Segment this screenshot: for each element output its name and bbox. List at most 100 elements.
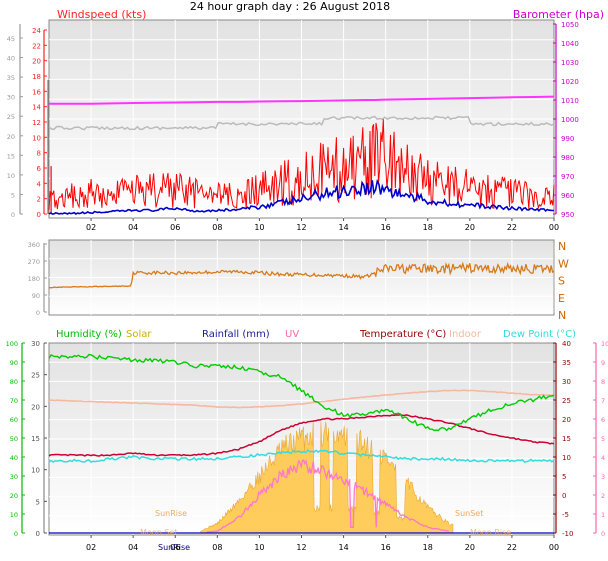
barometer-series xyxy=(49,95,555,105)
x-tick-label: 12 xyxy=(296,223,306,232)
wind-series xyxy=(48,95,555,215)
uv-tick-label: 4 xyxy=(601,454,605,462)
windspeed-tick-label: 12 xyxy=(32,119,41,127)
wind-direction-series xyxy=(48,261,555,289)
barometer-tick-label: 1030 xyxy=(561,59,579,67)
x-tick-label: 04 xyxy=(128,223,138,232)
solar-tick-label: 15 xyxy=(31,435,40,443)
x-tick-label: 08 xyxy=(212,543,222,552)
windspeed-tick-label: 14 xyxy=(32,104,41,112)
temperature-tick-label: -5 xyxy=(562,511,569,519)
wind-average-series xyxy=(48,178,555,215)
wind-gust-series xyxy=(48,119,555,211)
compass-label: W xyxy=(558,257,569,270)
x-tick-label: 20 xyxy=(465,223,475,232)
uv-series xyxy=(206,459,449,533)
x-tick-label: 16 xyxy=(381,223,391,232)
outer-left-tick-label: 25 xyxy=(7,113,15,121)
outer-left-tick-label: 5 xyxy=(11,191,15,199)
temperature-tick-label: 40 xyxy=(562,340,571,348)
temperature-tick-label: 25 xyxy=(562,397,571,405)
chart-title: 24 hour graph day : 26 August 2018 xyxy=(190,0,390,13)
moonset-label: Moon Set xyxy=(140,528,177,537)
temperature-tick-label: 35 xyxy=(562,359,571,367)
temperature-series xyxy=(48,413,555,457)
x-tick-label: 14 xyxy=(338,543,348,552)
humidity-tick-label: 60 xyxy=(10,416,18,424)
x-tick-label: 18 xyxy=(423,223,433,232)
temperature-tick-label: -10 xyxy=(562,530,573,538)
uv-tick-label: 8 xyxy=(601,378,605,386)
windspeed-tick-label: 2 xyxy=(37,196,41,204)
x-tick-label: 02 xyxy=(86,223,96,232)
temperature-tick-label: 15 xyxy=(562,435,571,443)
legend-item: Indoor xyxy=(449,329,482,340)
indoor-temperature-series xyxy=(48,389,554,409)
humidity-tick-label: 20 xyxy=(10,492,18,500)
solar-tick-label: 5 xyxy=(36,498,40,506)
legend-item: Solar xyxy=(126,329,152,340)
moonrise-label: Moon Rise xyxy=(470,528,511,537)
barometer-tick-label: 950 xyxy=(561,211,574,219)
windspeed-tick-label: 18 xyxy=(32,73,41,81)
outer-left-tick-label: 35 xyxy=(7,74,15,82)
barometer-axis-title: Barometer (hpa) xyxy=(513,8,604,21)
sun-moon-annotations: SunRise SunSet Moon Set Moon Rise SunRise xyxy=(140,509,511,552)
uv-tick-label: 2 xyxy=(601,492,605,500)
x-tick-label: 22 xyxy=(507,543,517,552)
x-tick-label: 10 xyxy=(254,223,264,232)
outer-left-tick-label: 10 xyxy=(7,172,15,180)
background-gray-trace xyxy=(48,115,555,131)
legend-item: Dew Point (°C) xyxy=(503,329,576,340)
temperature-tick-label: 0 xyxy=(562,492,566,500)
x-tick-label: 12 xyxy=(296,543,306,552)
temperature-legend: Humidity (%) Solar Rainfall (mm) UV Temperat… xyxy=(56,329,576,340)
uv-tick-label: 0 xyxy=(601,530,605,538)
x-tick-label: 18 xyxy=(423,543,433,552)
x-tick-label: 14 xyxy=(338,223,348,232)
x-tick-label: 16 xyxy=(381,543,391,552)
humidity-tick-label: 90 xyxy=(10,359,18,367)
windspeed-tick-label: 16 xyxy=(32,88,41,96)
uv-tick-label: 9 xyxy=(601,359,605,367)
humidity-tick-label: 80 xyxy=(10,378,18,386)
uv-tick-label: 3 xyxy=(601,473,605,481)
windspeed-tick-label: 24 xyxy=(32,27,41,35)
x-tick-label: 00 xyxy=(549,543,559,552)
direction-tick-label: 90 xyxy=(32,292,40,300)
windspeed-axis-title: Windspeed (kts) xyxy=(57,8,146,21)
compass-label: N xyxy=(558,309,566,322)
windspeed-tick-label: 8 xyxy=(37,150,41,158)
outer-left-tick-label: 0 xyxy=(11,211,15,219)
outer-left-tick-label: 20 xyxy=(7,133,15,141)
uv-tick-label: 6 xyxy=(601,416,605,424)
uv-tick-label: 10 xyxy=(601,340,608,348)
sunrise-label: SunRise xyxy=(155,509,187,518)
barometer-tick-label: 960 xyxy=(561,192,574,200)
barometer-tick-label: 1010 xyxy=(561,97,579,105)
temperature-axes: 0102030405060708090100051015202530-10-50… xyxy=(6,340,608,538)
x-tick-label: 22 xyxy=(507,223,517,232)
x-tick-label: 20 xyxy=(465,543,475,552)
x-tick-label: 06 xyxy=(170,223,180,232)
humidity-tick-label: 50 xyxy=(10,435,18,443)
uv-tick-label: 1 xyxy=(601,511,605,519)
temperature-tick-label: 10 xyxy=(562,454,571,462)
windspeed-tick-label: 6 xyxy=(37,165,42,173)
x-tick-label: 04 xyxy=(128,543,138,552)
dew-point-series xyxy=(48,448,555,463)
outer-left-tick-label: 40 xyxy=(7,55,15,63)
windspeed-tick-label: 20 xyxy=(32,58,41,66)
sunset-label: SunSet xyxy=(455,509,483,518)
solar-tick-label: 20 xyxy=(31,403,40,411)
temperature-tick-label: 5 xyxy=(562,473,566,481)
legend-item: Rainfall (mm) xyxy=(202,329,270,340)
solar-tick-label: 10 xyxy=(31,467,40,475)
humidity-tick-label: 30 xyxy=(10,473,18,481)
x-tick-label: 06 xyxy=(170,543,180,552)
legend-item: Humidity (%) xyxy=(56,329,122,340)
outer-left-tick-label: 30 xyxy=(7,94,15,102)
